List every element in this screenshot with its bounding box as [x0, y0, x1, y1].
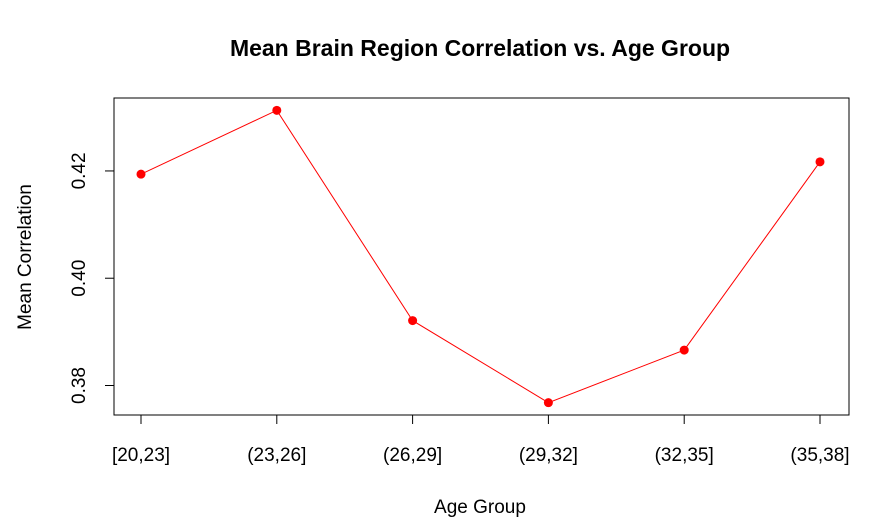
plot-frame — [113, 97, 850, 416]
x-axis-label: Age Group — [434, 497, 526, 518]
x-tick-label: [20,23] — [112, 445, 170, 466]
data-point — [815, 157, 825, 167]
series-line — [140, 109, 821, 404]
data-point — [408, 316, 418, 326]
x-tick-label: (35,38] — [790, 445, 849, 466]
y-axis-label: Mean Correlation — [15, 184, 36, 330]
x-tick-label: (23,26] — [247, 445, 306, 466]
data-point — [272, 105, 282, 115]
data-series — [136, 105, 825, 408]
x-tick-label: (32,35] — [655, 445, 714, 466]
y-axis: 0.38 0.40 0.42 — [69, 152, 115, 404]
x-axis: [20,23] (23,26] (26,29] (29,32] (32,35] (35,3… — [112, 414, 850, 466]
y-tick-label: 0.42 — [69, 152, 90, 189]
chart-title: Mean Brain Region Correlation vs. Age Gr… — [230, 35, 730, 61]
x-tick-label: (29,32] — [519, 445, 578, 466]
data-point — [136, 169, 146, 179]
data-point — [543, 398, 553, 408]
x-tick-label: (26,29] — [383, 445, 442, 466]
y-tick-label: 0.38 — [69, 367, 90, 404]
y-tick-label: 0.40 — [69, 260, 90, 297]
data-point — [679, 345, 689, 355]
